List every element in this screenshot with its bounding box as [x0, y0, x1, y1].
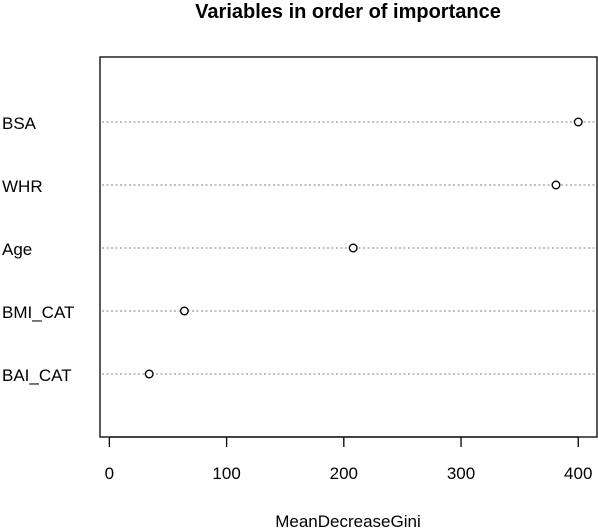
x-tick-label-100: 100: [212, 464, 240, 483]
x-axis: 0 100 200 300 400: [105, 436, 592, 483]
x-axis-title: MeanDecreaseGini: [275, 512, 421, 531]
data-point-bmi-cat: [179, 306, 189, 316]
chart-title: Variables in order of importance: [195, 1, 501, 23]
category-label-bai-cat: BAI_CAT: [2, 366, 72, 385]
x-tick-label-400: 400: [564, 464, 592, 483]
x-tick-label-300: 300: [447, 464, 475, 483]
category-label-whr: WHR: [2, 177, 43, 196]
x-tick-label-0: 0: [105, 464, 114, 483]
category-labels: BSA WHR Age BMI_CAT BAI_CAT: [2, 114, 74, 385]
data-point-bsa: [573, 117, 583, 127]
data-point-whr: [551, 180, 561, 190]
category-label-bmi-cat: BMI_CAT: [2, 303, 74, 322]
category-label-bsa: BSA: [2, 114, 37, 133]
data-point-bai-cat: [144, 369, 154, 379]
plot-frame: [99, 56, 598, 438]
data-point-age: [348, 243, 358, 253]
category-label-age: Age: [2, 240, 32, 259]
x-tick-label-200: 200: [330, 464, 358, 483]
data-points: [144, 117, 583, 379]
grid-lines: [102, 121, 595, 375]
